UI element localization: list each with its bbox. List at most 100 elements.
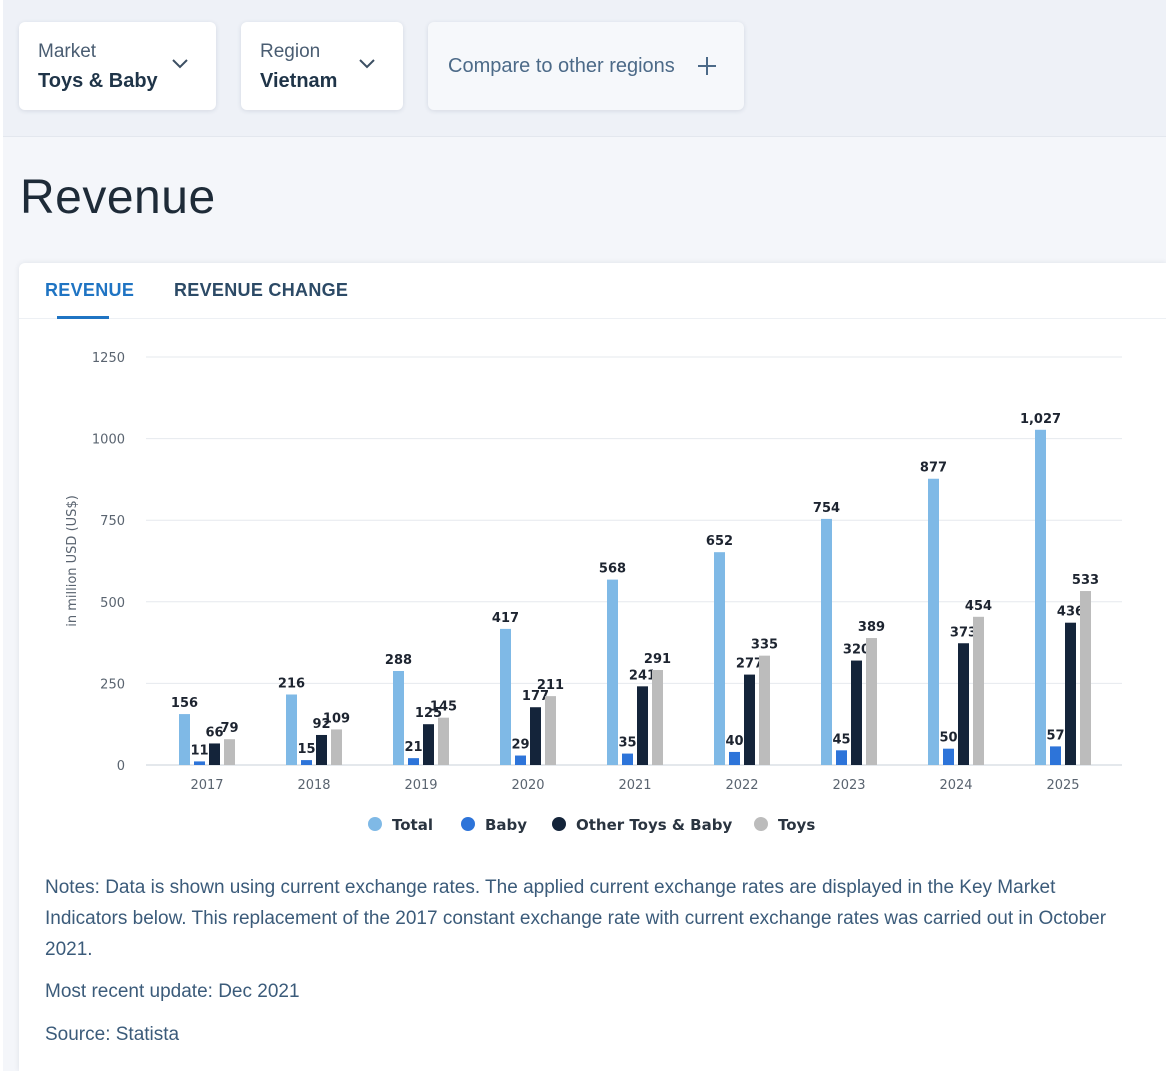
bar-baby: [194, 761, 205, 765]
bar-toys: [973, 616, 984, 765]
legend-label: Total: [392, 816, 433, 834]
bar-toys: [652, 670, 663, 765]
region-dropdown[interactable]: Region Vietnam: [241, 22, 403, 110]
region-dropdown-label: Region: [260, 41, 321, 62]
data-label: 320: [843, 643, 870, 658]
bar-total: [821, 518, 832, 765]
data-label: 754: [813, 501, 840, 516]
bar-other-toys-baby: [637, 686, 648, 765]
x-tick-label: 2021: [618, 778, 651, 793]
data-label: 533: [1072, 573, 1099, 588]
plus-icon: [698, 57, 716, 75]
data-label: 417: [492, 611, 519, 626]
data-label: 1,027: [1020, 412, 1061, 427]
data-label: 156: [171, 696, 198, 711]
bar-total: [393, 670, 404, 765]
data-label: 216: [278, 676, 305, 691]
x-tick-label: 2020: [511, 778, 544, 793]
x-tick-label: 2019: [404, 778, 437, 793]
data-label: 125: [415, 706, 442, 721]
bar-other-toys-baby: [958, 643, 969, 765]
tab-revenue[interactable]: REVENUE: [45, 280, 135, 300]
bar-total: [286, 694, 297, 765]
chart-notes: Notes: Data is shown using current excha…: [45, 877, 1107, 960]
revenue-card: REVENUE REVENUE CHANGE 0 250 500 750 1000 125…: [19, 263, 1166, 1071]
y-tick-label: 250: [100, 677, 125, 692]
bar-baby: [408, 758, 419, 765]
data-label: 288: [385, 653, 412, 668]
bar-toys: [331, 729, 342, 765]
x-tick-label: 2023: [832, 778, 865, 793]
revenue-bar-chart: 0 250 500 750 1000 1250 in million USD (US$) 20…: [65, 351, 1122, 834]
bar-total: [714, 552, 725, 765]
data-label: 92: [312, 717, 330, 732]
x-tick-label: 2018: [297, 778, 330, 793]
data-label: 373: [950, 625, 977, 640]
y-tick-label: 750: [100, 514, 125, 529]
bar-baby: [729, 751, 740, 765]
bar-toys: [438, 717, 449, 765]
data-label: 436: [1057, 605, 1084, 620]
data-label: 40: [725, 734, 743, 749]
filter-bar: Market Toys & Baby Region Vietnam Compar…: [3, 0, 1166, 137]
data-label: 35: [618, 736, 636, 751]
data-label: 66: [205, 725, 223, 740]
data-label: 45: [832, 732, 850, 747]
data-label: 109: [323, 711, 350, 726]
data-label: 50: [939, 731, 957, 746]
legend-marker: [754, 817, 768, 831]
data-label: 877: [920, 461, 947, 476]
data-label: 568: [599, 562, 626, 577]
legend-label: Toys: [778, 816, 815, 834]
compare-regions-label: Compare to other regions: [448, 55, 675, 77]
data-label: 291: [644, 652, 671, 667]
market-dropdown[interactable]: Market Toys & Baby: [19, 22, 216, 110]
bar-baby: [622, 753, 633, 765]
data-label: 277: [736, 657, 763, 672]
y-tick-label: 1000: [92, 433, 125, 448]
bar-other-toys-baby: [530, 707, 541, 765]
y-axis-title: in million USD (US$): [65, 495, 80, 627]
x-tick-label: 2024: [939, 778, 972, 793]
bar-total: [607, 579, 618, 765]
active-tab-indicator: [57, 316, 109, 319]
legend-marker: [368, 817, 382, 831]
data-label: 79: [220, 721, 238, 736]
data-label: 15: [297, 742, 315, 757]
y-tick-label: 0: [117, 759, 125, 774]
market-dropdown-label: Market: [38, 41, 97, 62]
data-label: 145: [430, 700, 457, 715]
bar-baby: [1050, 746, 1061, 765]
x-tick-label: 2022: [725, 778, 758, 793]
data-label: 454: [965, 599, 992, 614]
y-tick-label: 1250: [92, 351, 125, 366]
bar-other-toys-baby: [423, 724, 434, 765]
data-label: 335: [751, 638, 778, 653]
compare-regions-button[interactable]: Compare to other regions: [428, 22, 744, 110]
legend-marker: [461, 817, 475, 831]
bar-total: [928, 478, 939, 765]
source-text: Source: Statista: [45, 1024, 180, 1045]
page-title: Revenue: [20, 171, 216, 224]
bar-toys: [759, 655, 770, 765]
bar-toys: [224, 739, 235, 765]
bar-other-toys-baby: [744, 674, 755, 765]
bar-toys: [1080, 591, 1091, 765]
tab-bar: REVENUE REVENUE CHANGE: [19, 263, 1166, 319]
data-label: 177: [522, 689, 549, 704]
legend-marker: [552, 817, 566, 831]
bar-total: [1035, 429, 1046, 765]
bar-total: [500, 628, 511, 765]
market-dropdown-value: Toys & Baby: [38, 70, 158, 92]
bar-other-toys-baby: [316, 734, 327, 765]
bar-baby: [943, 748, 954, 765]
data-label: 11: [190, 743, 208, 758]
bar-baby: [301, 760, 312, 765]
bar-total: [179, 714, 190, 765]
region-dropdown-value: Vietnam: [260, 70, 338, 92]
tab-revenue-change[interactable]: REVENUE CHANGE: [174, 280, 349, 300]
bar-other-toys-baby: [209, 743, 220, 765]
bar-toys: [545, 696, 556, 765]
data-label: 211: [537, 678, 564, 693]
update-date: Most recent update: Dec 2021: [45, 981, 300, 1002]
